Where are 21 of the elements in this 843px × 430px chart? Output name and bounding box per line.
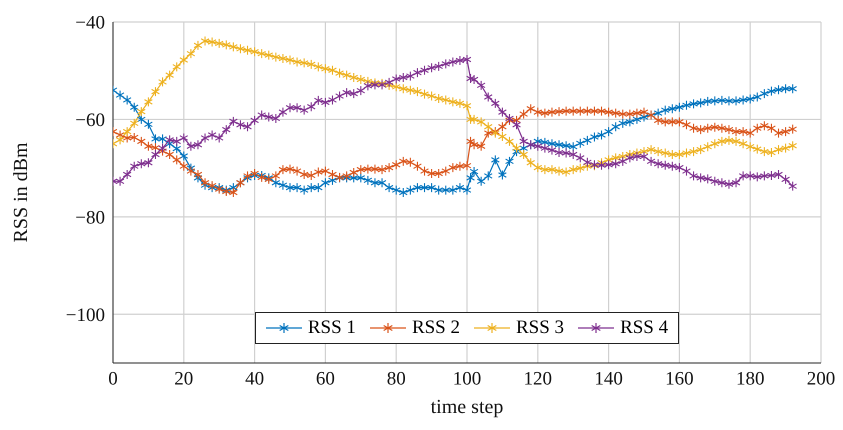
x-tick-label: 100 — [452, 368, 482, 390]
x-tick-label: 60 — [316, 368, 335, 390]
legend-label: RSS 1 — [308, 317, 356, 339]
y-axis-title: RSS in dBm — [10, 142, 32, 243]
x-tick-label: 140 — [594, 368, 623, 390]
x-tick-label: 180 — [736, 368, 764, 390]
legend-label: RSS 2 — [412, 317, 460, 339]
y-tick-label: −40 — [75, 12, 105, 34]
x-tick-label: 20 — [174, 368, 194, 390]
y-tick-label: −80 — [75, 208, 105, 229]
x-tick-label: 160 — [665, 368, 694, 390]
x-tick-label: 0 — [108, 368, 118, 390]
y-tick-label: −60 — [75, 110, 105, 132]
x-tick-label: 120 — [524, 368, 552, 390]
x-tick-label: 200 — [806, 368, 836, 390]
x-tick-label: 80 — [386, 368, 406, 390]
x-tick-label: 40 — [245, 368, 264, 390]
y-tick-label: −100 — [66, 305, 105, 326]
legend-label: RSS 3 — [516, 317, 564, 339]
x-axis-title: time step — [430, 396, 504, 418]
legend-label: RSS 4 — [620, 317, 668, 339]
